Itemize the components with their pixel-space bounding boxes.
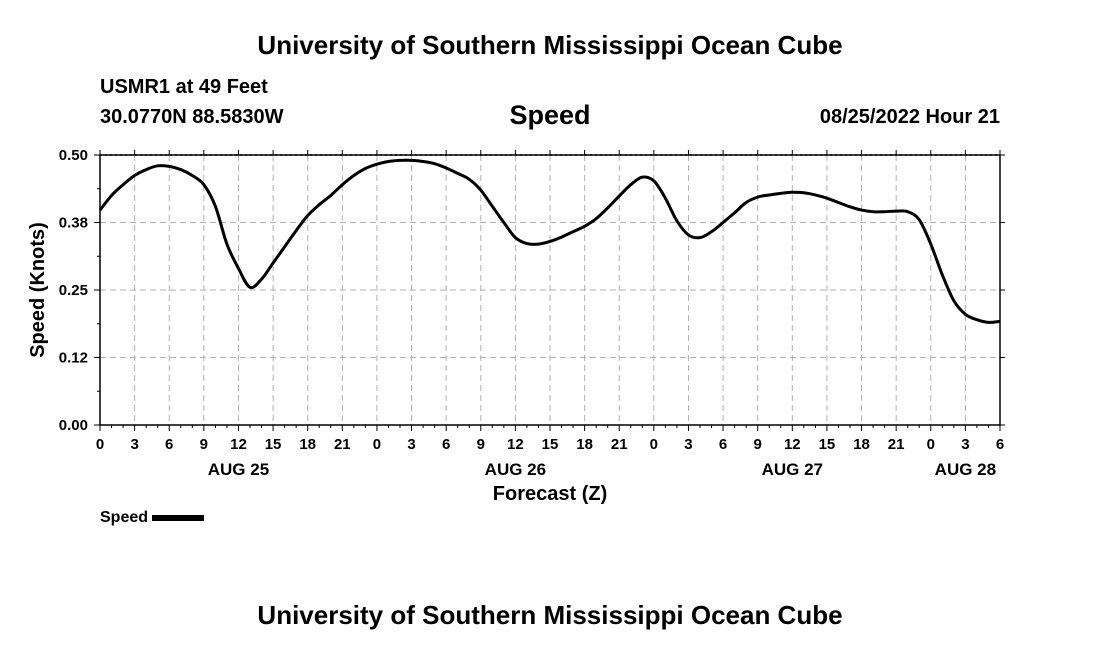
x-tick-label: 3 <box>684 436 692 453</box>
x-tick-label: 9 <box>477 436 485 453</box>
x-tick-label: 21 <box>334 436 351 453</box>
x-tick-label: 6 <box>165 436 173 453</box>
station-label: USMR1 at 49 Feet <box>100 76 268 98</box>
y-tick-label: 0.12 <box>59 350 88 367</box>
x-tick-label: 12 <box>784 436 801 453</box>
x-tick-label: 18 <box>299 436 316 453</box>
x-tick-label: 3 <box>407 436 415 453</box>
y-axis-label: Speed (Knots) <box>27 222 49 358</box>
y-tick-label: 0.38 <box>59 215 88 232</box>
legend: Speed <box>100 509 205 527</box>
grid-lines <box>100 155 1000 425</box>
x-tick-label: 18 <box>853 436 870 453</box>
day-label: AUG 25 <box>208 460 269 479</box>
x-tick-label: 21 <box>611 436 628 453</box>
x-tick-label: 12 <box>507 436 524 453</box>
station-coordinates: 30.0770N 88.5830W <box>100 106 284 128</box>
parameter-title: Speed <box>509 100 591 130</box>
x-tick-label: 9 <box>200 436 208 453</box>
series-line-speed <box>98 158 1001 324</box>
x-axis-label: Forecast (Z) <box>493 483 607 505</box>
x-tick-label: 3 <box>961 436 969 453</box>
x-tick-label: 6 <box>442 436 450 453</box>
series-layer <box>98 158 1001 324</box>
x-tick-label: 15 <box>542 436 559 453</box>
y-tick-label: 0.50 <box>59 147 88 164</box>
legend-label-speed: Speed <box>100 509 149 526</box>
x-tick-label: 12 <box>230 436 247 453</box>
y-tick-label: 0.25 <box>59 282 88 299</box>
legend-swatch-speed <box>152 515 205 521</box>
chart-title-bottom: University of Southern Mississippi Ocean… <box>257 600 843 630</box>
x-tick-label: 15 <box>265 436 282 453</box>
day-label: AUG 27 <box>762 460 823 479</box>
x-tick-label: 3 <box>130 436 138 453</box>
x-tick-label: 0 <box>96 436 104 453</box>
x-tick-label: 18 <box>576 436 593 453</box>
x-tick-label: 9 <box>754 436 762 453</box>
issued-datetime: 08/25/2022 Hour 21 <box>819 106 1000 128</box>
chart-title-top: University of Southern Mississippi Ocean… <box>257 30 843 60</box>
y-tick-label: 0.00 <box>59 417 88 434</box>
x-tick-label: 0 <box>650 436 658 453</box>
x-tick-label: 6 <box>996 436 1004 453</box>
day-label: AUG 26 <box>485 460 546 479</box>
axis-ticks <box>94 150 1005 431</box>
x-tick-label: 15 <box>819 436 836 453</box>
x-tick-label: 0 <box>927 436 935 453</box>
x-tick-label: 0 <box>373 436 381 453</box>
x-tick-label: 21 <box>888 436 905 453</box>
x-tick-label: 6 <box>719 436 727 453</box>
day-label: AUG 28 <box>935 460 996 479</box>
